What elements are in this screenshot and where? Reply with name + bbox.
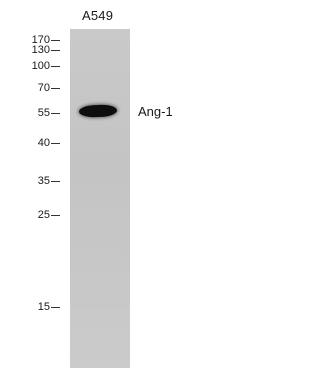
marker-100: 100 [32, 61, 60, 72]
band-label: Ang-1 [138, 104, 173, 119]
marker-40: 40 [38, 138, 60, 149]
marker-55: 55 [38, 108, 60, 119]
marker-130: 130 [32, 45, 60, 56]
lane-label: A549 [82, 8, 114, 23]
marker-170: 170 [32, 35, 60, 46]
marker-70: 70 [38, 83, 60, 94]
marker-25: 25 [38, 210, 60, 221]
marker-35: 35 [38, 176, 60, 187]
marker-15: 15 [38, 302, 60, 313]
blot-lane [70, 29, 130, 368]
